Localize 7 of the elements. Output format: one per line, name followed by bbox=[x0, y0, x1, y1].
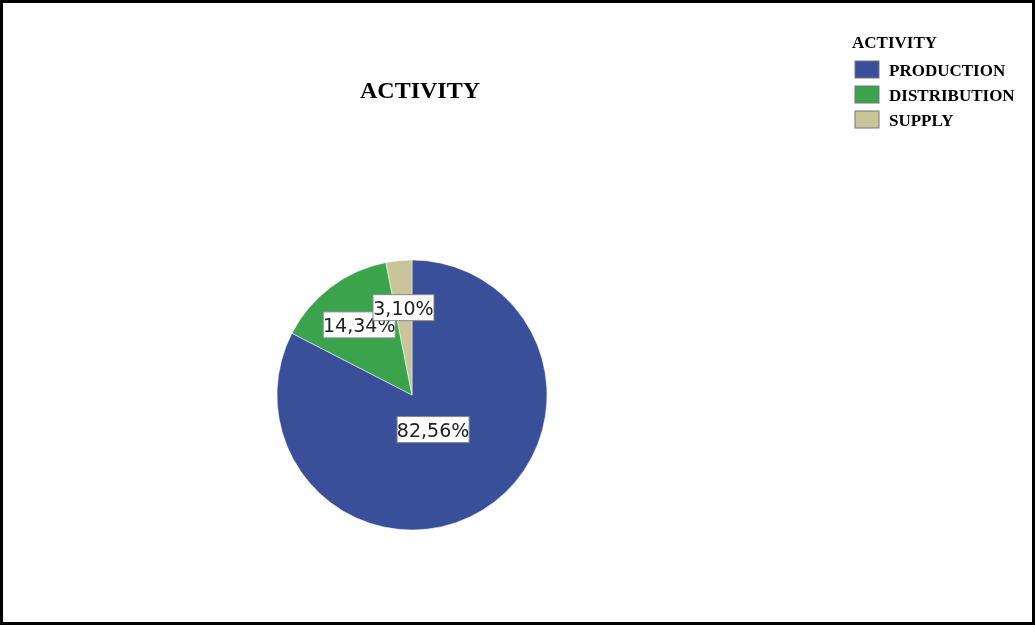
data-label: 82,56% bbox=[396, 418, 470, 441]
legend-label: PRODUCTION bbox=[889, 61, 1006, 80]
legend-label: DISTRIBUTION bbox=[889, 86, 1016, 105]
text: ACTIVITY bbox=[359, 77, 481, 103]
legend-title: ACTIVITY bbox=[852, 33, 938, 52]
pie-slice bbox=[276, 259, 548, 531]
legend-label: SUPPLY bbox=[889, 111, 954, 130]
